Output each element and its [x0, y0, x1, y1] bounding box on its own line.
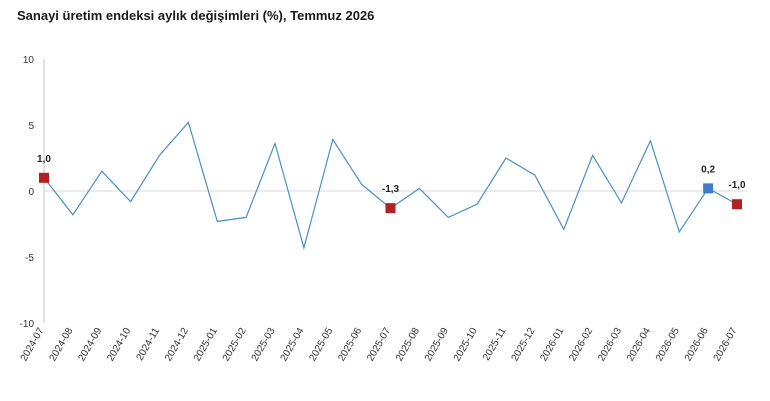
x-tick-label: 2025-09: [423, 326, 451, 364]
axes: [43, 59, 747, 323]
highlight-markers: 1,0 -1,3 0,2 -1,0: [37, 154, 746, 214]
x-tick-label: 2025-07: [365, 326, 393, 364]
x-tick-label: 2025-10: [452, 326, 480, 364]
x-tick-label: 2025-01: [192, 326, 220, 364]
x-tick-label: 2026-02: [567, 326, 595, 364]
data-label: -1,0: [728, 180, 746, 191]
highlight-point: [703, 183, 714, 194]
chart-title: Sanayi üretim endeksi aylık değişimleri …: [17, 8, 375, 23]
x-tick-label: 2024-07: [19, 326, 47, 364]
x-tick-label: 2024-12: [163, 326, 191, 364]
x-tick-label: 2025-05: [307, 326, 335, 364]
x-tick-label: 2026-06: [683, 326, 711, 364]
x-tick-label: 2025-04: [279, 326, 307, 364]
x-tick-label: 2025-12: [510, 326, 538, 364]
y-tick-label: 0: [28, 187, 34, 198]
y-tick-label: 5: [28, 121, 34, 132]
x-tick-label: 2026-05: [654, 326, 682, 364]
y-tick-label: -10: [20, 319, 35, 330]
x-tick-label: 2026-03: [596, 326, 624, 364]
x-tick-label: 2025-02: [221, 326, 249, 364]
x-ticks: 2024-07 2024-08 2024-09 2024-10 2024-11 2024-…: [19, 326, 740, 364]
x-tick-label: 2025-06: [336, 326, 364, 364]
x-tick-label: 2024-08: [48, 326, 76, 364]
y-tick-label: 10: [23, 55, 35, 66]
highlight-point: [39, 172, 49, 183]
x-tick-label: 2026-01: [538, 326, 566, 364]
highlight-point: [385, 203, 396, 214]
x-tick-label: 2024-11: [135, 326, 163, 363]
data-label: 0,2: [701, 164, 715, 175]
x-tick-label: 2025-03: [250, 326, 278, 364]
data-label: 1,0: [37, 154, 51, 165]
x-tick-label: 2024-10: [105, 326, 133, 364]
y-tick-label: -5: [25, 253, 34, 264]
x-tick-label: 2026-07: [712, 326, 740, 364]
y-ticks: 10 5 0 -5 -10: [20, 55, 35, 330]
highlight-point: [732, 199, 742, 210]
x-tick-label: 2025-11: [481, 326, 509, 363]
x-tick-label: 2026-04: [625, 326, 653, 364]
x-tick-label: 2024-09: [76, 326, 104, 364]
x-tick-label: 2025-08: [394, 326, 422, 364]
data-label: -1,3: [382, 184, 400, 195]
